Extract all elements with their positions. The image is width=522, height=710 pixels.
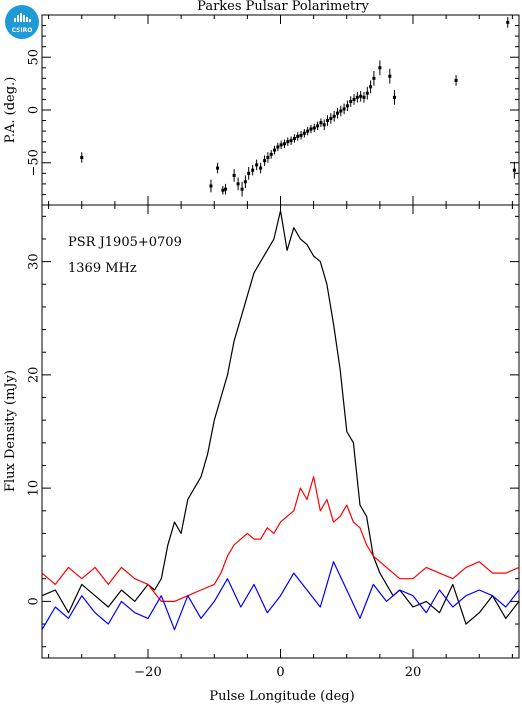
csiro-logo: CSIRO [5,5,39,39]
bottom-y-tick-label: 20 [27,367,42,384]
pa-point [359,94,363,98]
pa-point [236,182,240,186]
linear-polarization-line [41,476,520,603]
pa-point [282,142,286,146]
pa-point [388,74,392,78]
pa-point [362,95,366,99]
csiro-logo-bars [14,13,31,22]
pa-point [269,152,273,156]
pa-point [299,133,303,137]
pa-point [506,20,510,24]
pa-point [345,104,349,108]
pa-point [209,184,213,188]
bottom-x-tick-label: −20 [134,665,161,680]
pa-point [355,95,359,99]
csiro-logo-bar [23,15,25,22]
pa-point [365,91,369,95]
pa-point [279,143,283,147]
pa-point [329,116,333,120]
pa-point [326,119,330,123]
top-y-axis-label: P.A. (deg.) [3,77,18,144]
pa-point [316,124,320,128]
top-panel-ticks: −50 0 50 [27,15,519,205]
annotation-frequency: 1369 MHz [68,261,137,276]
pa-point [335,111,339,115]
pa-point [322,123,326,127]
bottom-y-axis-label: Flux Density (mJy) [3,370,18,492]
pa-point [296,134,300,138]
pa-point [232,173,236,177]
pa-point [216,166,220,170]
csiro-logo-bar [14,18,16,22]
pa-point [339,109,343,113]
pa-point [352,97,356,101]
annotation-pulsar-name: PSR J1905+0709 [68,235,182,250]
pa-point [319,121,323,125]
top-panel-frame [41,14,520,206]
pa-point [312,126,316,130]
bottom-y-tick-label: 0 [27,597,42,605]
bottom-x-tick-label: 20 [405,665,422,680]
chart-title: Parkes Pulsar Polarimetry [197,0,369,14]
pa-point [251,168,255,172]
bottom-x-tick-label: 0 [276,665,284,680]
pa-point [286,140,290,144]
csiro-logo-bar [29,19,31,22]
top-panel-points [80,17,516,197]
csiro-logo-bar [26,17,28,22]
top-y-tick-label: −50 [27,149,42,176]
bottom-y-tick-label: 30 [27,253,42,270]
pa-point [332,114,336,118]
bottom-panel-ticks: 0 10 20 30 −20 0 20 [27,205,519,680]
pa-point [263,159,267,163]
pa-point [240,187,244,191]
pa-point [342,107,346,111]
x-axis-label: Pulse Longitude (deg) [209,689,354,704]
pa-point [378,66,382,70]
pa-point [292,137,296,140]
pa-point [259,166,263,170]
pa-point [80,156,84,159]
top-y-tick-label: 50 [27,49,42,66]
csiro-logo-bar [17,15,19,22]
top-y-tick-label: 0 [27,106,42,114]
bottom-y-tick-label: 10 [27,480,42,497]
pa-point [243,180,247,184]
pa-point [266,156,270,159]
pa-point [224,187,228,191]
pa-point [221,188,225,192]
pa-point [512,168,516,172]
pa-point [454,78,458,82]
circular-polarization-line [41,561,520,631]
pa-point [273,148,277,152]
pa-point [349,100,353,104]
pa-point [289,139,293,143]
bottom-panel-lines [41,210,520,631]
csiro-logo-text: CSIRO [12,27,33,34]
csiro-logo-bar [20,13,22,22]
pa-point [372,76,376,80]
pa-point [392,95,396,99]
pa-point [255,163,259,167]
pa-point [276,145,280,149]
pa-point [247,171,251,175]
pa-point [369,85,373,89]
pa-point [302,131,306,135]
pa-point [306,129,310,133]
pa-point [309,127,313,131]
